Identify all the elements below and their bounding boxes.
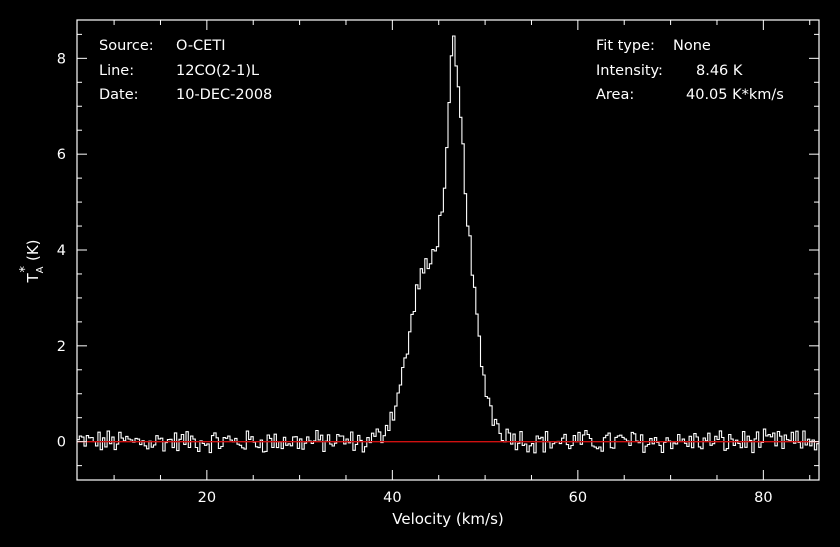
y-tick-label: 6 (57, 147, 66, 163)
y-tick-label: 4 (57, 243, 66, 259)
x-tick-label: 40 (383, 490, 401, 506)
date-value: 10-DEC-2008 (176, 87, 272, 103)
source-value: O-CETI (176, 38, 225, 54)
area-value: 40.05 K*km/s (686, 87, 784, 103)
spectrum-line (77, 35, 819, 454)
source-label: Source: (99, 38, 154, 54)
line-label: Line: (99, 63, 134, 79)
fit-type-value: None (673, 38, 711, 54)
date-label: Date: (99, 87, 139, 103)
intensity-value: 8.46 K (696, 63, 743, 79)
area-label: Area: (596, 87, 634, 103)
fit-type-label: Fit type: (596, 38, 655, 54)
svg-text:TA*(K): TA* (K) (18, 239, 46, 283)
y-tick-label: 0 (57, 435, 66, 451)
y-axis-label-base: T (24, 273, 42, 284)
intensity-label: Intensity: (596, 63, 663, 79)
x-axis-label: Velocity (km/s) (392, 510, 503, 528)
y-axis-label-sub: A (35, 266, 46, 273)
x-tick-label: 80 (754, 490, 772, 506)
y-tick-label: 2 (57, 339, 66, 355)
y-tick-label: 8 (57, 51, 66, 67)
line-value: 12CO(2-1)L (176, 63, 259, 79)
y-axis-label-unit: (K) (24, 239, 42, 261)
x-tick-label: 20 (198, 490, 216, 506)
y-axis-label: TA* (K) (18, 239, 46, 283)
y-axis-label-sup: * (18, 266, 33, 273)
x-tick-label: 60 (569, 490, 587, 506)
